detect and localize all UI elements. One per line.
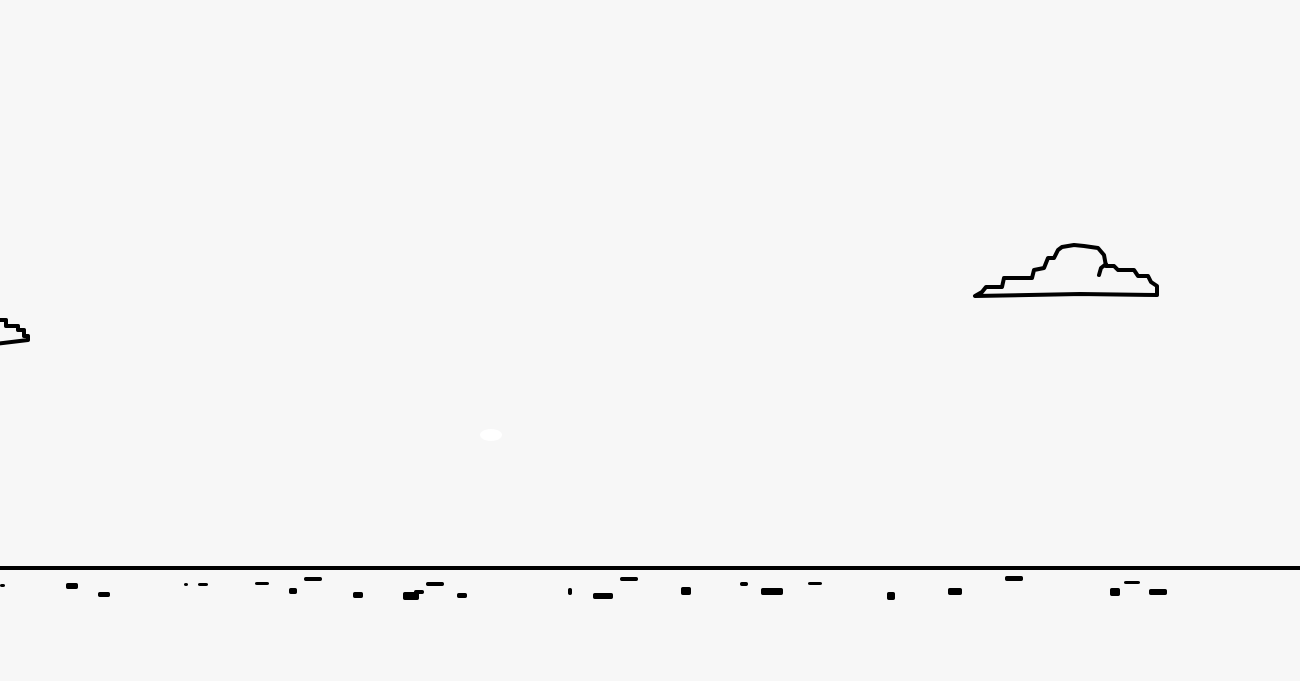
pebble [740, 582, 748, 586]
pebble [255, 582, 269, 585]
pebble [1124, 581, 1140, 584]
pebble [98, 592, 110, 597]
pebble [198, 583, 208, 586]
pebble [289, 588, 297, 594]
pebble [66, 583, 78, 589]
pebble [353, 592, 363, 598]
pebble [887, 592, 895, 600]
light-glint [480, 429, 502, 441]
cloud-icon [0, 318, 30, 346]
pebble [304, 577, 322, 581]
pebble [568, 588, 572, 595]
horizon-line [0, 566, 1300, 570]
pebble [681, 587, 691, 595]
pebble [184, 583, 188, 586]
pebble-marks [0, 576, 1167, 600]
pebble [414, 590, 424, 594]
pebble [426, 582, 444, 586]
pebble [593, 593, 613, 599]
pebble [1110, 588, 1120, 596]
pebble [1149, 589, 1167, 595]
pebble [403, 592, 419, 600]
pebble [948, 588, 962, 595]
pebble [808, 582, 822, 585]
pebble [0, 584, 5, 587]
pebble [1005, 576, 1023, 581]
pebble [620, 577, 638, 581]
cloud-icon [973, 243, 1159, 298]
pebble [457, 593, 467, 598]
pebble [761, 588, 783, 595]
